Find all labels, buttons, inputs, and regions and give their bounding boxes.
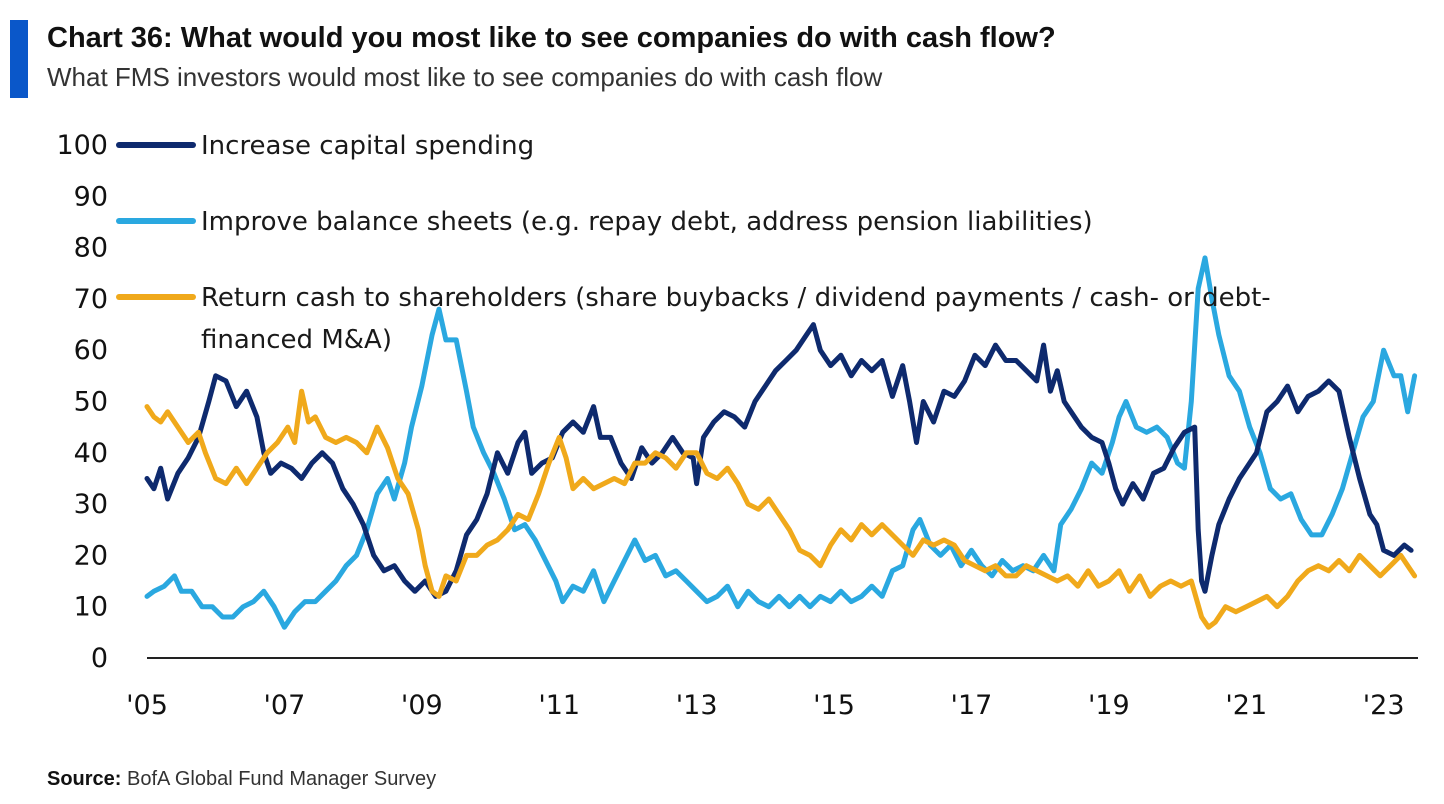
y-tick-label: 30 bbox=[74, 489, 108, 520]
x-tick-label: '05 bbox=[126, 690, 168, 721]
series-line-balance bbox=[144, 255, 1418, 630]
x-axis-ticks: '05 '07 '09 '11 '13 '15 '17 '19 '21 '23 bbox=[126, 690, 1404, 721]
series-line-return bbox=[144, 388, 1418, 630]
x-tick-label: '09 bbox=[401, 690, 443, 721]
chart-subtitle: What FMS investors would most like to se… bbox=[47, 62, 883, 92]
x-tick-label: '19 bbox=[1088, 690, 1130, 721]
y-tick-label: 100 bbox=[56, 130, 108, 161]
x-tick-label: '21 bbox=[1225, 690, 1267, 721]
y-axis-ticks: 0 10 20 30 40 50 60 70 80 90 100 bbox=[56, 130, 108, 674]
title-accent-bar bbox=[10, 20, 28, 98]
y-tick-label: 0 bbox=[91, 643, 108, 674]
y-tick-label: 70 bbox=[74, 284, 108, 315]
x-tick-label: '23 bbox=[1363, 690, 1405, 721]
source-label: Source: bbox=[47, 768, 122, 790]
y-tick-label: 80 bbox=[74, 233, 108, 264]
series-layer bbox=[144, 255, 1418, 630]
y-tick-label: 10 bbox=[74, 592, 108, 623]
legend: Increase capital spending Improve balance… bbox=[116, 131, 1271, 355]
source-note: Source: BofA Global Fund Manager Survey bbox=[47, 768, 436, 791]
x-tick-label: '11 bbox=[538, 690, 580, 721]
legend-label-balance: Improve balance sheets (e.g. repay debt,… bbox=[201, 207, 1093, 237]
y-tick-label: 90 bbox=[74, 181, 108, 212]
y-tick-label: 60 bbox=[74, 335, 108, 366]
source-text: BofA Global Fund Manager Survey bbox=[127, 768, 437, 790]
x-tick-label: '17 bbox=[951, 690, 993, 721]
x-tick-label: '15 bbox=[813, 690, 855, 721]
y-tick-label: 20 bbox=[74, 540, 108, 571]
y-tick-label: 50 bbox=[74, 387, 108, 418]
y-tick-label: 40 bbox=[74, 438, 108, 469]
legend-label-return: Return cash to shareholders (share buyba… bbox=[201, 283, 1271, 355]
legend-label-capex: Increase capital spending bbox=[201, 131, 534, 161]
series-line-capex bbox=[144, 322, 1414, 599]
x-tick-label: '13 bbox=[676, 690, 718, 721]
chart-title: Chart 36: What would you most like to se… bbox=[47, 22, 1056, 54]
x-tick-label: '07 bbox=[264, 690, 306, 721]
